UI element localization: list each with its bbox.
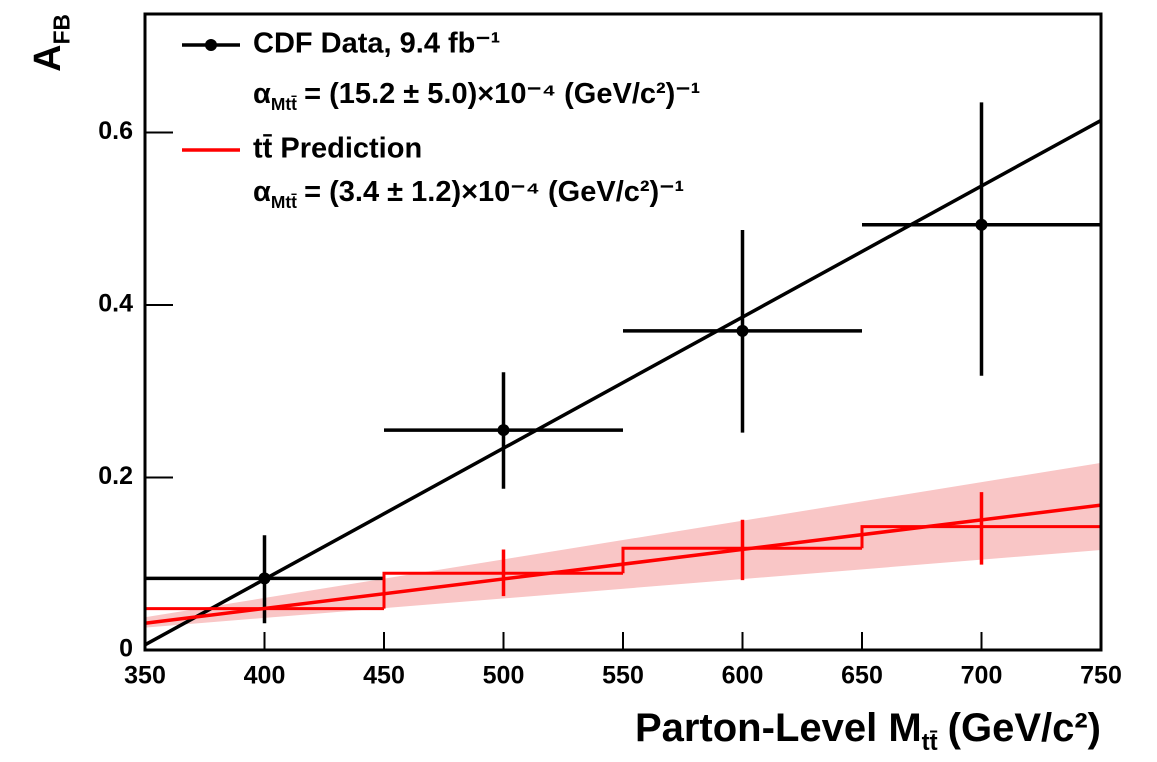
fit-annotation-sub: Mtt̄ bbox=[271, 94, 297, 114]
x-tick-label: 350 bbox=[124, 662, 166, 690]
x-axis-title: Parton-Level Mtt̄ (GeV/c²) bbox=[635, 706, 1101, 757]
x-axis-title-sub: tt̄ bbox=[922, 729, 938, 756]
x-tick-label: 700 bbox=[961, 662, 1003, 690]
y-axis-title-main: A bbox=[27, 44, 69, 71]
y-tick-label: 0.6 bbox=[98, 117, 133, 145]
x-tick-label: 400 bbox=[244, 662, 286, 690]
fit-annotation-main: α bbox=[253, 78, 271, 110]
y-axis-title: AFB bbox=[27, 14, 74, 72]
x-tick-label: 650 bbox=[841, 662, 883, 690]
fit-annotation-sub: Mtt̄ bbox=[271, 192, 297, 212]
data-point bbox=[497, 424, 510, 437]
fit-annotation-rest: = (3.4 ± 1.2)×10⁻⁴ (GeV/c²)⁻¹ bbox=[304, 176, 684, 208]
y-axis-title-sub: FB bbox=[48, 14, 74, 44]
y-tick-label: 0.4 bbox=[98, 290, 133, 318]
fit-line bbox=[144, 118, 1102, 647]
x-tick-label: 450 bbox=[363, 662, 405, 690]
data-point bbox=[975, 218, 988, 231]
legend-label: CDF Data, 9.4 fb⁻¹ bbox=[253, 28, 500, 60]
x-axis-title-rest: (GeV/c²) bbox=[948, 706, 1101, 750]
x-tick-label: 550 bbox=[602, 662, 644, 690]
legend-marker bbox=[205, 39, 217, 51]
fit-annotation-rest: = (15.2 ± 5.0)×10⁻⁴ (GeV/c²)⁻¹ bbox=[304, 78, 700, 110]
data-point bbox=[258, 572, 271, 585]
x-tick-label: 750 bbox=[1080, 662, 1122, 690]
x-tick-label: 500 bbox=[483, 662, 525, 690]
data-point bbox=[736, 324, 749, 337]
x-axis-title-main: Parton-Level M bbox=[635, 706, 922, 750]
y-tick-label: 0 bbox=[119, 635, 133, 663]
fit-annotation: αMtt̄ = (15.2 ± 5.0)×10⁻⁴ (GeV/c²)⁻¹ bbox=[253, 78, 700, 114]
fit-line bbox=[144, 503, 1102, 625]
histogram-step bbox=[860, 525, 1101, 549]
prediction-band bbox=[145, 462, 1101, 628]
legend-label: tt̄ Prediction bbox=[253, 133, 422, 165]
fit-annotation-main: α bbox=[253, 176, 271, 208]
x-tick-label: 600 bbox=[722, 662, 764, 690]
y-tick-label: 0.2 bbox=[98, 462, 133, 490]
fit-annotation: αMtt̄ = (3.4 ± 1.2)×10⁻⁴ (GeV/c²)⁻¹ bbox=[253, 176, 684, 212]
